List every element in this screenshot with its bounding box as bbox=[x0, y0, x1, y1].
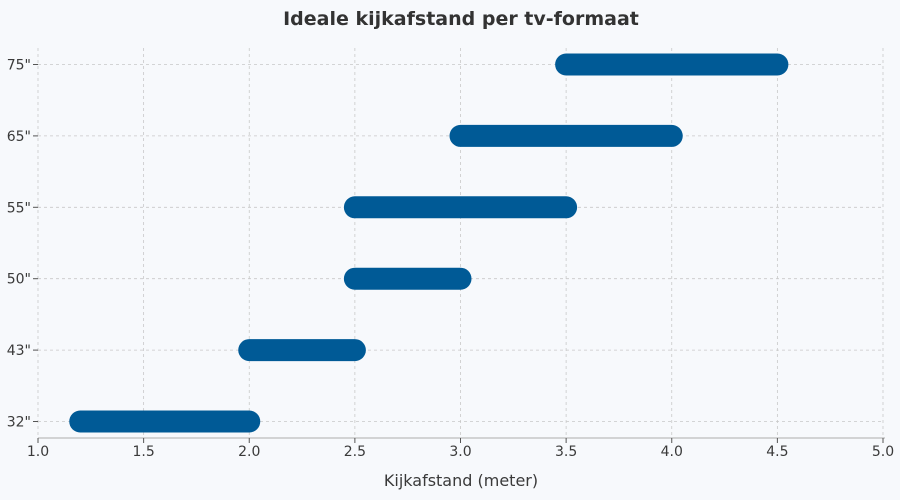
range-bar bbox=[69, 410, 261, 433]
range-bar bbox=[343, 196, 578, 219]
x-tick-label: 4.0 bbox=[661, 444, 683, 460]
x-tick-label: 1.5 bbox=[132, 444, 154, 460]
x-tick-label: 2.5 bbox=[344, 444, 366, 460]
y-tick-label: 65" bbox=[7, 129, 31, 145]
range-bar bbox=[238, 339, 366, 362]
bars bbox=[69, 53, 789, 433]
x-tick-label: 2.0 bbox=[238, 444, 260, 460]
y-tick-label: 50" bbox=[7, 272, 31, 288]
x-tick-label: 3.5 bbox=[555, 444, 577, 460]
range-bar bbox=[343, 267, 472, 290]
x-tick-label: 5.0 bbox=[872, 444, 894, 460]
x-tick-label: 4.5 bbox=[766, 444, 788, 460]
y-tick-label: 32" bbox=[7, 415, 31, 431]
y-tick-label: 43" bbox=[7, 343, 31, 359]
grid bbox=[37, 48, 884, 438]
axes: 1.0 1.5 2.0 2.5 3.0 3.5 4.0 4.5 5.0 32" 43" 50" 55" 6… bbox=[7, 58, 894, 461]
range-bar bbox=[555, 53, 789, 76]
x-tick-label: 3.0 bbox=[449, 444, 471, 460]
y-tick-label: 55" bbox=[7, 200, 31, 216]
y-tick-label: 75" bbox=[7, 58, 31, 74]
chart-title: Ideale kijkafstand per tv-formaat bbox=[283, 8, 639, 30]
x-tick-label: 1.0 bbox=[27, 444, 49, 460]
x-axis-label: Kijkafstand (meter) bbox=[384, 471, 538, 490]
range-bar bbox=[449, 124, 683, 147]
